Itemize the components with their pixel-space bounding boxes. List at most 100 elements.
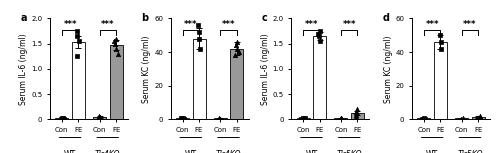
Text: ***: *** — [101, 21, 114, 30]
Point — [196, 47, 204, 50]
Point — [476, 115, 484, 117]
Point — [472, 116, 480, 119]
Bar — [176, 118, 189, 119]
Point — [114, 52, 122, 55]
Bar — [296, 118, 310, 119]
Point — [96, 116, 104, 118]
Bar — [192, 39, 205, 119]
Text: ***: *** — [304, 21, 318, 30]
Point — [316, 30, 324, 32]
Point — [60, 118, 68, 120]
Point — [216, 118, 224, 120]
Bar — [230, 49, 243, 119]
Point — [337, 117, 345, 119]
Point — [179, 117, 187, 119]
Point — [476, 116, 484, 118]
Point — [352, 114, 360, 117]
Point — [459, 118, 467, 120]
Point — [73, 55, 81, 57]
Y-axis label: Serum KC (ng/ml): Serum KC (ng/ml) — [384, 35, 392, 103]
Text: WT: WT — [64, 150, 76, 153]
Bar — [93, 117, 106, 119]
Point — [316, 35, 324, 37]
Point — [298, 118, 306, 120]
Point — [215, 117, 223, 120]
Point — [231, 54, 239, 57]
Bar — [472, 117, 484, 119]
Bar — [72, 42, 85, 119]
Point — [112, 42, 120, 45]
Text: WT: WT — [306, 150, 318, 153]
Text: WT: WT — [426, 150, 438, 153]
Point — [74, 30, 82, 32]
Point — [420, 117, 428, 120]
Text: Tlr5KO: Tlr5KO — [457, 150, 482, 153]
Point — [352, 112, 360, 114]
Bar — [313, 36, 326, 119]
Text: ***: *** — [463, 21, 476, 30]
Point — [352, 116, 360, 118]
Y-axis label: Serum IL-6 (ng/ml): Serum IL-6 (ng/ml) — [260, 33, 270, 105]
Text: WT: WT — [184, 150, 197, 153]
Bar — [334, 118, 347, 119]
Text: b: b — [141, 13, 148, 23]
Point — [314, 32, 322, 35]
Point — [299, 117, 307, 119]
Bar — [455, 118, 468, 119]
Point — [110, 40, 118, 42]
Point — [459, 117, 467, 120]
Point — [74, 40, 82, 42]
Bar — [418, 118, 430, 119]
Text: ***: *** — [222, 21, 235, 30]
Y-axis label: Serum IL-6 (ng/ml): Serum IL-6 (ng/ml) — [20, 33, 28, 105]
Text: c: c — [262, 13, 268, 23]
Bar — [214, 118, 227, 119]
Bar — [110, 45, 122, 119]
Text: d: d — [382, 13, 390, 23]
Point — [233, 41, 241, 43]
Point — [232, 47, 240, 50]
Point — [436, 41, 444, 43]
Bar — [434, 42, 447, 119]
Point — [180, 118, 188, 120]
Point — [353, 108, 361, 110]
Point — [58, 117, 66, 119]
Point — [474, 117, 482, 120]
Point — [352, 110, 360, 113]
Point — [232, 44, 240, 47]
Point — [97, 117, 105, 119]
Point — [300, 117, 308, 119]
Point — [316, 40, 324, 42]
Y-axis label: Serum KC (ng/ml): Serum KC (ng/ml) — [142, 35, 152, 103]
Point — [420, 118, 428, 120]
Point — [337, 117, 345, 119]
Point — [338, 117, 345, 119]
Point — [94, 117, 102, 119]
Point — [58, 118, 66, 120]
Point — [58, 117, 66, 119]
Bar — [351, 113, 364, 119]
Point — [195, 31, 203, 33]
Point — [299, 118, 307, 120]
Bar — [56, 118, 68, 119]
Text: Tlr4KO: Tlr4KO — [216, 150, 242, 153]
Text: ***: *** — [184, 21, 198, 30]
Point — [196, 37, 203, 40]
Point — [437, 47, 445, 50]
Point — [178, 117, 186, 120]
Point — [112, 37, 120, 40]
Point — [418, 118, 426, 120]
Text: ***: *** — [342, 21, 356, 30]
Text: ***: *** — [426, 21, 439, 30]
Text: Tlr4KO: Tlr4KO — [95, 150, 120, 153]
Text: ***: *** — [64, 21, 77, 30]
Point — [234, 51, 242, 53]
Text: Tlr5KO: Tlr5KO — [336, 150, 362, 153]
Point — [336, 118, 344, 120]
Point — [176, 118, 184, 120]
Point — [436, 34, 444, 36]
Point — [216, 118, 224, 120]
Point — [73, 35, 81, 37]
Point — [95, 115, 103, 117]
Point — [194, 24, 202, 26]
